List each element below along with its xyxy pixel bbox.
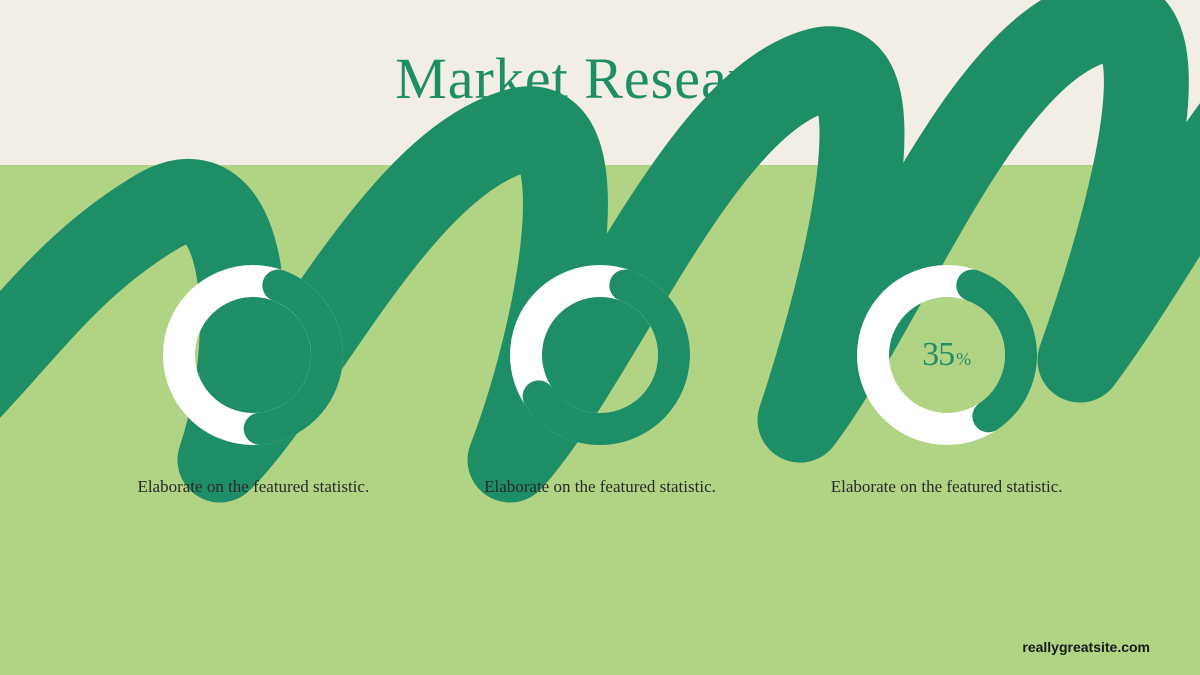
donut-caption: Elaborate on the featured statistic. <box>484 475 716 499</box>
page-title: Market Research <box>0 45 1200 112</box>
donut-item: 60% Elaborate on the featured statistic. <box>450 265 750 499</box>
donut-unit: % <box>609 349 624 369</box>
donut-item: 43% Elaborate on the featured statistic. <box>103 265 403 499</box>
donut-unit: % <box>956 349 971 369</box>
donut-row: 43% Elaborate on the featured statistic.… <box>0 265 1200 499</box>
donut-chart: 43% <box>163 265 343 445</box>
donut-value: 35 <box>922 336 954 373</box>
donut-chart: 35% <box>857 265 1037 445</box>
donut-caption: Elaborate on the featured statistic. <box>137 475 369 499</box>
footer-link: reallygreatsite.com <box>1022 639 1150 655</box>
donut-unit: % <box>263 349 278 369</box>
donut-item: 35% Elaborate on the featured statistic. <box>797 265 1097 499</box>
donut-chart: 60% <box>510 265 690 445</box>
donut-value: 60 <box>575 336 607 373</box>
donut-caption: Elaborate on the featured statistic. <box>831 475 1063 499</box>
donut-value: 43 <box>229 336 261 373</box>
